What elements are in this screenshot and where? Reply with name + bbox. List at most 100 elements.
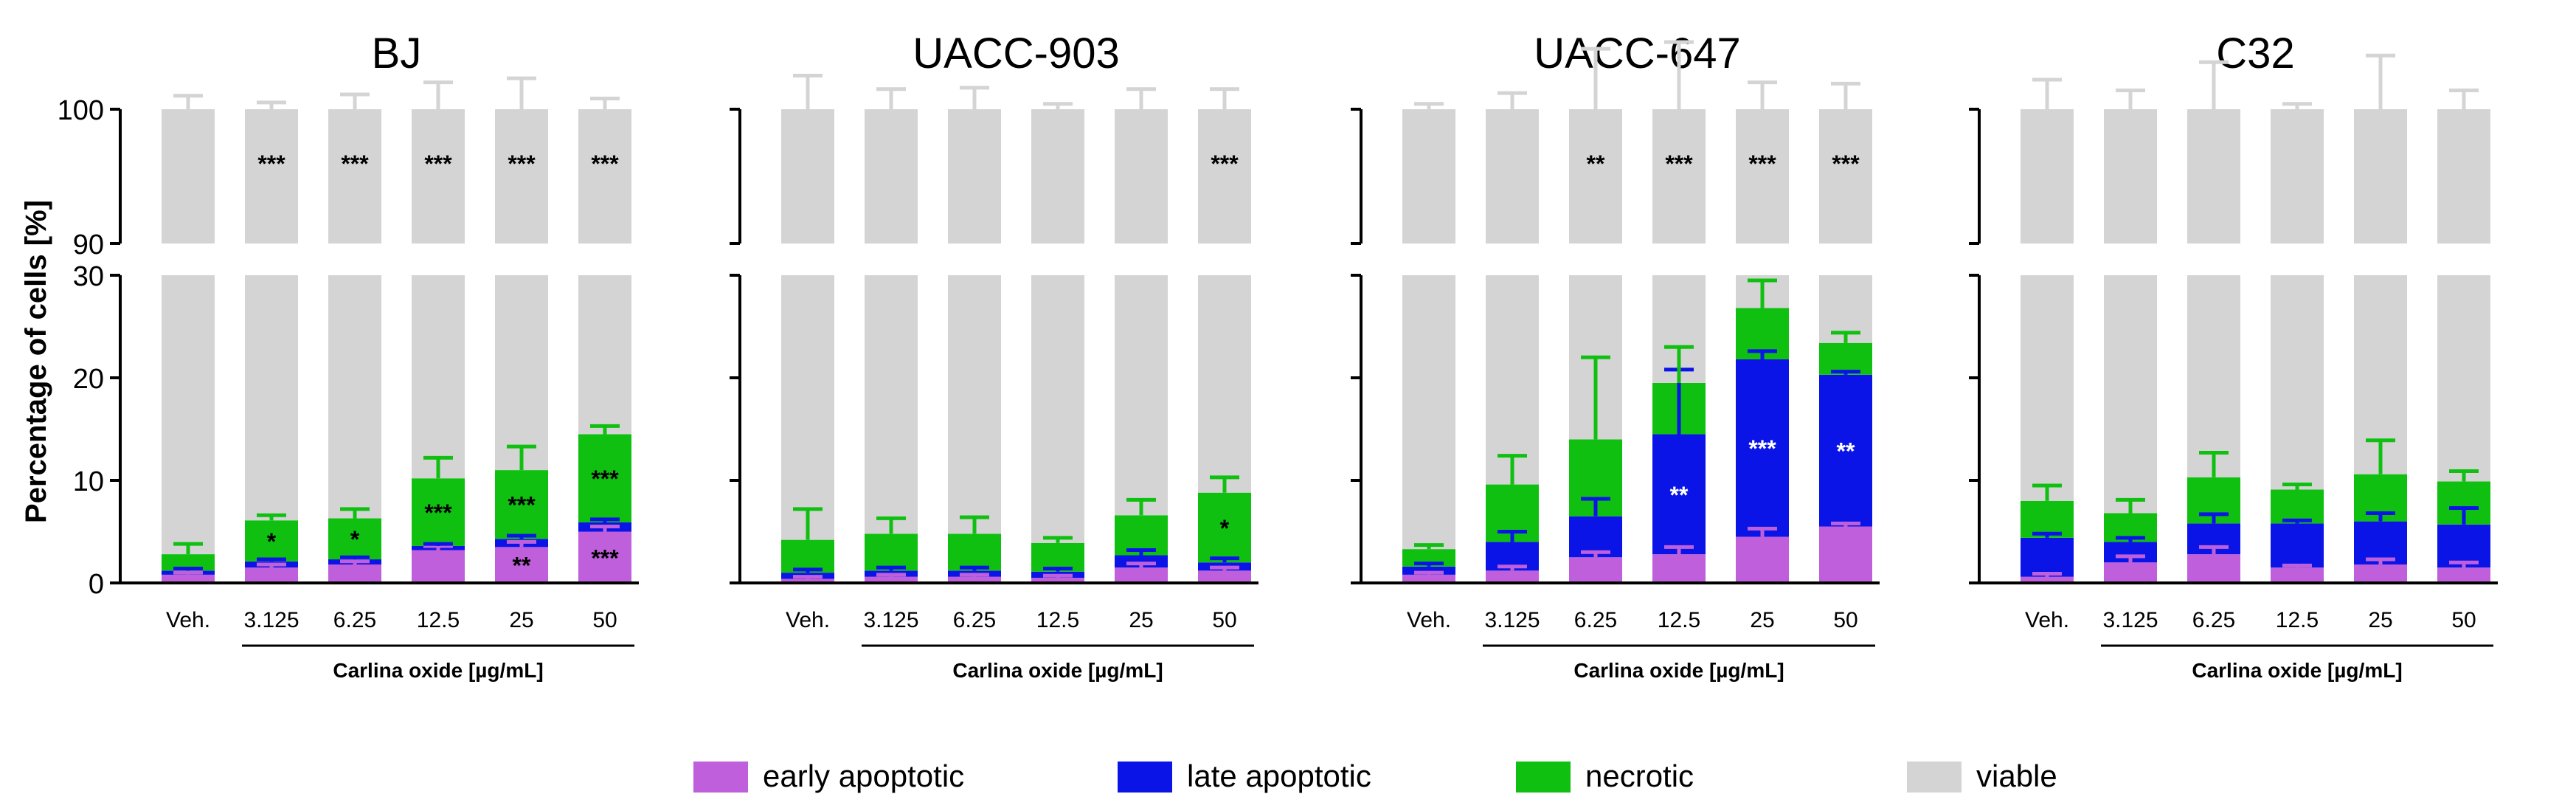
bar-viable-lower bbox=[1198, 275, 1251, 493]
y-tick-label-lower: 0 bbox=[89, 569, 104, 600]
bar-viable-lower bbox=[1402, 275, 1455, 550]
significance-late: ** bbox=[1837, 438, 1855, 465]
significance-early: *** bbox=[591, 545, 619, 571]
significance-late: *** bbox=[1748, 435, 1776, 462]
significance-necrotic: *** bbox=[508, 492, 536, 519]
bar-viable-lower bbox=[162, 275, 215, 555]
bar-necrotic bbox=[2021, 500, 2074, 538]
bar-early-apoptotic bbox=[1819, 526, 1872, 583]
bar-early-apoptotic bbox=[865, 576, 918, 583]
bar-viable-lower bbox=[1486, 275, 1539, 485]
bar-early-apoptotic bbox=[578, 531, 631, 583]
x-tick-label: 25 bbox=[1129, 608, 1153, 632]
bar-viable-upper bbox=[865, 109, 918, 244]
bar-viable-lower bbox=[328, 275, 381, 519]
significance-viable: *** bbox=[1832, 151, 1860, 177]
significance-viable: *** bbox=[424, 151, 452, 177]
bar-late-apoptotic bbox=[1402, 566, 1455, 575]
bar-viable-lower bbox=[781, 275, 834, 540]
bar-early-apoptotic bbox=[1115, 567, 1168, 583]
significance-necrotic: * bbox=[1220, 515, 1230, 542]
significance-viable: *** bbox=[1748, 151, 1776, 177]
significance-viable: ** bbox=[1587, 151, 1605, 177]
legend-item-early: early apoptotic bbox=[693, 759, 964, 793]
bar-viable-upper bbox=[2354, 109, 2407, 244]
bar-viable-lower bbox=[2021, 275, 2074, 501]
bar-necrotic bbox=[865, 534, 918, 571]
bar-necrotic bbox=[578, 434, 631, 522]
significance-necrotic: * bbox=[267, 528, 277, 555]
bar-early-apoptotic bbox=[162, 574, 215, 583]
significance-viable: *** bbox=[341, 151, 369, 177]
legend-label: early apoptotic bbox=[763, 759, 964, 793]
bar-viable-upper bbox=[578, 109, 631, 244]
significance-necrotic: *** bbox=[591, 466, 619, 492]
bar-viable-upper bbox=[1569, 109, 1622, 244]
x-tick-label: 50 bbox=[2451, 608, 2476, 632]
x-tick-label: 12.5 bbox=[417, 608, 460, 632]
bar-viable-upper bbox=[781, 109, 834, 244]
y-tick-label-upper: 90 bbox=[73, 229, 104, 260]
bar-early-apoptotic bbox=[1736, 536, 1789, 583]
bar-viable-lower bbox=[578, 275, 631, 435]
bar-viable-lower bbox=[2187, 275, 2240, 477]
bar-viable-lower bbox=[865, 275, 918, 534]
bar-viable-lower bbox=[948, 275, 1001, 534]
legend-label: necrotic bbox=[1585, 759, 1694, 793]
x-tick-label: 12.5 bbox=[1036, 608, 1079, 632]
x-tick-label: 6.25 bbox=[1574, 608, 1617, 632]
bar-early-apoptotic bbox=[948, 576, 1001, 583]
x-tick-label: 12.5 bbox=[1658, 608, 1700, 632]
x-tick-label: 12.5 bbox=[2276, 608, 2319, 632]
bar-viable-upper bbox=[1736, 109, 1789, 244]
x-tick-label: 3.125 bbox=[1484, 608, 1540, 632]
bar-necrotic bbox=[412, 478, 465, 546]
bar-early-apoptotic bbox=[1652, 554, 1706, 583]
bar-viable-upper bbox=[1198, 109, 1251, 244]
bar-viable-lower bbox=[2104, 275, 2157, 514]
bar-viable-lower bbox=[1031, 275, 1084, 543]
bar-necrotic bbox=[1819, 342, 1872, 375]
bar-viable-upper bbox=[2021, 109, 2074, 244]
bar-viable-upper bbox=[1652, 109, 1706, 244]
bar-early-apoptotic bbox=[1486, 570, 1539, 583]
bar-early-apoptotic bbox=[2104, 562, 2157, 583]
x-tick-label: 25 bbox=[509, 608, 533, 632]
bar-viable-upper bbox=[948, 109, 1001, 244]
bar-necrotic bbox=[328, 518, 381, 560]
bar-viable-lower bbox=[2271, 275, 2324, 490]
bar-viable-lower bbox=[495, 275, 548, 471]
significance-viable: *** bbox=[257, 151, 285, 177]
x-tick-label: 3.125 bbox=[243, 608, 299, 632]
significance-early: ** bbox=[513, 553, 531, 579]
legend-item-late: late apoptotic bbox=[1118, 759, 1371, 793]
bar-viable-lower bbox=[2437, 275, 2490, 482]
bar-viable-upper bbox=[328, 109, 381, 244]
bar-viable-upper bbox=[2187, 109, 2240, 244]
bar-late-apoptotic bbox=[2021, 537, 2074, 577]
bar-early-apoptotic bbox=[412, 550, 465, 583]
significance-viable: *** bbox=[1665, 151, 1693, 177]
x-tick-label: Veh. bbox=[1407, 608, 1451, 632]
x-tick-label: Veh. bbox=[166, 608, 210, 632]
legend-item-necrotic: necrotic bbox=[1516, 759, 1694, 793]
bar-viable-lower bbox=[245, 275, 298, 521]
y-axis-label: Percentage of cells [%] bbox=[20, 200, 52, 523]
x-tick-label: 3.125 bbox=[2102, 608, 2158, 632]
bar-viable-upper bbox=[245, 109, 298, 244]
x-tick-label: 6.25 bbox=[2192, 608, 2235, 632]
x-axis-label: Carlina oxide [µg/mL] bbox=[2192, 659, 2402, 682]
x-tick-label: 50 bbox=[1833, 608, 1857, 632]
bar-viable-upper bbox=[412, 109, 465, 244]
legend-swatch-viable bbox=[1907, 762, 1962, 793]
bar-early-apoptotic bbox=[2187, 554, 2240, 583]
significance-viable: *** bbox=[591, 151, 619, 177]
bar-viable-lower bbox=[412, 275, 465, 479]
legend: early apoptotic late apoptotic necrotic via… bbox=[693, 759, 2057, 793]
significance-late: ** bbox=[1670, 482, 1689, 508]
panel-c32: C32 Veh. 3.125 6.25 12.5 25 50 Carlina oxide [µ… bbox=[1969, 30, 2498, 682]
x-axis-label: Carlina oxide [µg/mL] bbox=[952, 659, 1163, 682]
bar-early-apoptotic bbox=[781, 579, 834, 583]
